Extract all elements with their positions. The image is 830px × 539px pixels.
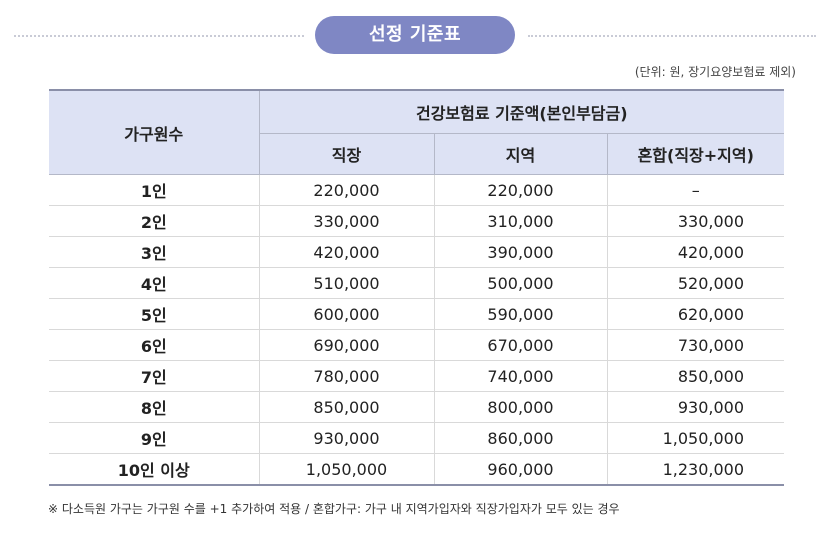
household-cell: 5인: [49, 298, 259, 330]
household-cell: 9인: [49, 422, 259, 454]
table-row: 7인 780,000 740,000 850,000: [49, 360, 785, 392]
mixed-cell: 330,000: [606, 205, 785, 237]
dotted-divider-right: [528, 35, 816, 37]
household-cell: 1인: [49, 174, 259, 206]
criteria-table: 가구원수 건강보험료 기준액(본인부담금) 직장 지역 혼합(직장+지역) 1인…: [49, 89, 785, 486]
workplace-cell: 420,000: [258, 236, 434, 268]
premium-group-header: 건강보험료 기준액(본인부담금): [258, 89, 785, 134]
regional-cell: 800,000: [433, 391, 607, 423]
table-row: 6인 690,000 670,000 730,000: [49, 329, 785, 361]
workplace-cell: 780,000: [258, 360, 434, 392]
household-cell: 8인: [49, 391, 259, 423]
regional-cell: 590,000: [433, 298, 607, 330]
household-cell: 10인 이상: [49, 453, 259, 486]
workplace-cell: 850,000: [258, 391, 434, 423]
workplace-cell: 220,000: [258, 174, 434, 206]
table-row: 9인 930,000 860,000 1,050,000: [49, 422, 785, 454]
mixed-cell: 520,000: [606, 267, 785, 299]
unit-note: (단위: 원, 장기요양보험료 제외): [634, 65, 796, 79]
mixed-cell: 1,050,000: [606, 422, 785, 454]
workplace-cell: 510,000: [258, 267, 434, 299]
mixed-cell: 850,000: [606, 360, 785, 392]
mixed-cell: 620,000: [606, 298, 785, 330]
table-row: 1인 220,000 220,000 –: [49, 174, 785, 206]
footnote: ※ 다소득원 가구는 가구원 수를 +1 추가하여 적용 / 혼합가구: 가구 …: [48, 502, 620, 516]
table-row: 2인 330,000 310,000 330,000: [49, 205, 785, 237]
table-row: 5인 600,000 590,000 620,000: [49, 298, 785, 330]
regional-cell: 740,000: [433, 360, 607, 392]
table-row: 3인 420,000 390,000 420,000: [49, 236, 785, 268]
workplace-cell: 600,000: [258, 298, 434, 330]
table-row: 4인 510,000 500,000 520,000: [49, 267, 785, 299]
dotted-divider-left: [14, 35, 304, 37]
household-cell: 6인: [49, 329, 259, 361]
regional-cell: 860,000: [433, 422, 607, 454]
household-cell: 4인: [49, 267, 259, 299]
table-row: 8인 850,000 800,000 930,000: [49, 391, 785, 423]
mixed-cell: 1,230,000: [606, 453, 785, 486]
mixed-cell: –: [606, 174, 785, 206]
workplace-cell: 690,000: [258, 329, 434, 361]
col-header-mixed: 혼합(직장+지역): [606, 133, 785, 175]
workplace-cell: 930,000: [258, 422, 434, 454]
workplace-cell: 1,050,000: [258, 453, 434, 486]
regional-cell: 670,000: [433, 329, 607, 361]
regional-cell: 310,000: [433, 205, 607, 237]
regional-cell: 960,000: [433, 453, 607, 486]
table-row: 10인 이상 1,050,000 960,000 1,230,000: [49, 453, 785, 486]
col-header-workplace: 직장: [258, 133, 435, 175]
household-size-header: 가구원수: [49, 89, 260, 175]
regional-cell: 390,000: [433, 236, 607, 268]
regional-cell: 500,000: [433, 267, 607, 299]
col-header-regional: 지역: [433, 133, 608, 175]
title-row: 선정 기준표: [0, 14, 830, 58]
mixed-cell: 420,000: [606, 236, 785, 268]
regional-cell: 220,000: [433, 174, 607, 206]
section-title-badge: 선정 기준표: [315, 16, 515, 54]
household-cell: 2인: [49, 205, 259, 237]
household-cell: 3인: [49, 236, 259, 268]
workplace-cell: 330,000: [258, 205, 434, 237]
mixed-cell: 730,000: [606, 329, 785, 361]
household-cell: 7인: [49, 360, 259, 392]
mixed-cell: 930,000: [606, 391, 785, 423]
